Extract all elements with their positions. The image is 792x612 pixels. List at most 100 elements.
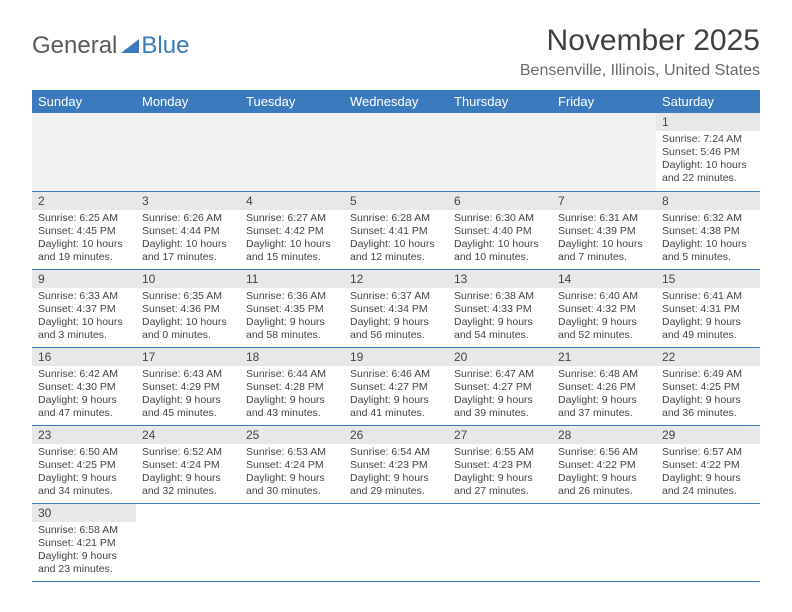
- day-number: 18: [240, 348, 344, 366]
- day-body: Sunrise: 6:52 AMSunset: 4:24 PMDaylight:…: [136, 444, 240, 503]
- calendar-cell: [240, 503, 344, 581]
- day-number: 14: [552, 270, 656, 288]
- day-body: Sunrise: 6:38 AMSunset: 4:33 PMDaylight:…: [448, 288, 552, 347]
- calendar-cell: [344, 503, 448, 581]
- day-number: 29: [656, 426, 760, 444]
- calendar-cell: 6Sunrise: 6:30 AMSunset: 4:40 PMDaylight…: [448, 191, 552, 269]
- day-body: Sunrise: 6:49 AMSunset: 4:25 PMDaylight:…: [656, 366, 760, 425]
- calendar-cell: 26Sunrise: 6:54 AMSunset: 4:23 PMDayligh…: [344, 425, 448, 503]
- logo-text-blue: Blue: [141, 32, 189, 60]
- day-number: 15: [656, 270, 760, 288]
- calendar-cell: 10Sunrise: 6:35 AMSunset: 4:36 PMDayligh…: [136, 269, 240, 347]
- day-number: 5: [344, 192, 448, 210]
- calendar-cell: 21Sunrise: 6:48 AMSunset: 4:26 PMDayligh…: [552, 347, 656, 425]
- calendar-cell: 23Sunrise: 6:50 AMSunset: 4:25 PMDayligh…: [32, 425, 136, 503]
- day-number: 3: [136, 192, 240, 210]
- day-body: Sunrise: 6:50 AMSunset: 4:25 PMDaylight:…: [32, 444, 136, 503]
- calendar-cell: 1Sunrise: 7:24 AMSunset: 5:46 PMDaylight…: [656, 113, 760, 191]
- day-body: Sunrise: 6:47 AMSunset: 4:27 PMDaylight:…: [448, 366, 552, 425]
- day-body: Sunrise: 6:27 AMSunset: 4:42 PMDaylight:…: [240, 210, 344, 269]
- calendar-row: 23Sunrise: 6:50 AMSunset: 4:25 PMDayligh…: [32, 425, 760, 503]
- day-body: Sunrise: 6:44 AMSunset: 4:28 PMDaylight:…: [240, 366, 344, 425]
- calendar-cell: [448, 113, 552, 191]
- day-body: Sunrise: 6:25 AMSunset: 4:45 PMDaylight:…: [32, 210, 136, 269]
- col-sunday: Sunday: [32, 90, 136, 113]
- calendar-table: Sunday Monday Tuesday Wednesday Thursday…: [32, 90, 760, 582]
- day-number: 4: [240, 192, 344, 210]
- day-body: Sunrise: 6:42 AMSunset: 4:30 PMDaylight:…: [32, 366, 136, 425]
- day-number: 22: [656, 348, 760, 366]
- col-thursday: Thursday: [448, 90, 552, 113]
- day-body: Sunrise: 6:43 AMSunset: 4:29 PMDaylight:…: [136, 366, 240, 425]
- day-number: 1: [656, 113, 760, 131]
- col-saturday: Saturday: [656, 90, 760, 113]
- calendar-cell: [32, 113, 136, 191]
- calendar-cell: [448, 503, 552, 581]
- calendar-cell: 3Sunrise: 6:26 AMSunset: 4:44 PMDaylight…: [136, 191, 240, 269]
- day-number: 6: [448, 192, 552, 210]
- calendar-cell: 8Sunrise: 6:32 AMSunset: 4:38 PMDaylight…: [656, 191, 760, 269]
- day-number: 24: [136, 426, 240, 444]
- logo: General Blue: [32, 32, 189, 60]
- calendar-cell: 20Sunrise: 6:47 AMSunset: 4:27 PMDayligh…: [448, 347, 552, 425]
- calendar-row: 2Sunrise: 6:25 AMSunset: 4:45 PMDaylight…: [32, 191, 760, 269]
- location: Bensenville, Illinois, United States: [520, 62, 760, 80]
- calendar-cell: 16Sunrise: 6:42 AMSunset: 4:30 PMDayligh…: [32, 347, 136, 425]
- col-monday: Monday: [136, 90, 240, 113]
- header: General Blue November 2025 Bensenville, I…: [32, 24, 760, 80]
- calendar-cell: 11Sunrise: 6:36 AMSunset: 4:35 PMDayligh…: [240, 269, 344, 347]
- col-friday: Friday: [552, 90, 656, 113]
- day-body: Sunrise: 6:33 AMSunset: 4:37 PMDaylight:…: [32, 288, 136, 347]
- calendar-cell: [552, 113, 656, 191]
- day-number: 7: [552, 192, 656, 210]
- day-body: Sunrise: 6:57 AMSunset: 4:22 PMDaylight:…: [656, 444, 760, 503]
- logo-text-general: General: [32, 32, 117, 60]
- calendar-cell: 22Sunrise: 6:49 AMSunset: 4:25 PMDayligh…: [656, 347, 760, 425]
- day-body: Sunrise: 6:31 AMSunset: 4:39 PMDaylight:…: [552, 210, 656, 269]
- calendar-cell: 2Sunrise: 6:25 AMSunset: 4:45 PMDaylight…: [32, 191, 136, 269]
- day-body: Sunrise: 6:46 AMSunset: 4:27 PMDaylight:…: [344, 366, 448, 425]
- day-number: 27: [448, 426, 552, 444]
- day-body: Sunrise: 6:35 AMSunset: 4:36 PMDaylight:…: [136, 288, 240, 347]
- calendar-row: 1Sunrise: 7:24 AMSunset: 5:46 PMDaylight…: [32, 113, 760, 191]
- calendar-cell: [656, 503, 760, 581]
- calendar-cell: 4Sunrise: 6:27 AMSunset: 4:42 PMDaylight…: [240, 191, 344, 269]
- day-body: Sunrise: 6:56 AMSunset: 4:22 PMDaylight:…: [552, 444, 656, 503]
- day-body: Sunrise: 6:53 AMSunset: 4:24 PMDaylight:…: [240, 444, 344, 503]
- day-number: 21: [552, 348, 656, 366]
- day-number: 9: [32, 270, 136, 288]
- col-wednesday: Wednesday: [344, 90, 448, 113]
- calendar-body: 1Sunrise: 7:24 AMSunset: 5:46 PMDaylight…: [32, 113, 760, 581]
- day-number: 19: [344, 348, 448, 366]
- calendar-cell: 28Sunrise: 6:56 AMSunset: 4:22 PMDayligh…: [552, 425, 656, 503]
- day-number: 10: [136, 270, 240, 288]
- calendar-cell: 24Sunrise: 6:52 AMSunset: 4:24 PMDayligh…: [136, 425, 240, 503]
- day-number: 17: [136, 348, 240, 366]
- day-body: Sunrise: 6:58 AMSunset: 4:21 PMDaylight:…: [32, 522, 136, 581]
- calendar-cell: [240, 113, 344, 191]
- day-body: Sunrise: 6:28 AMSunset: 4:41 PMDaylight:…: [344, 210, 448, 269]
- calendar-cell: 14Sunrise: 6:40 AMSunset: 4:32 PMDayligh…: [552, 269, 656, 347]
- calendar-cell: 19Sunrise: 6:46 AMSunset: 4:27 PMDayligh…: [344, 347, 448, 425]
- calendar-cell: 5Sunrise: 6:28 AMSunset: 4:41 PMDaylight…: [344, 191, 448, 269]
- day-body: Sunrise: 6:36 AMSunset: 4:35 PMDaylight:…: [240, 288, 344, 347]
- day-number: 13: [448, 270, 552, 288]
- day-number: 16: [32, 348, 136, 366]
- calendar-cell: 18Sunrise: 6:44 AMSunset: 4:28 PMDayligh…: [240, 347, 344, 425]
- sail-icon: [121, 39, 139, 53]
- calendar-cell: 13Sunrise: 6:38 AMSunset: 4:33 PMDayligh…: [448, 269, 552, 347]
- day-body: Sunrise: 6:26 AMSunset: 4:44 PMDaylight:…: [136, 210, 240, 269]
- calendar-cell: [136, 113, 240, 191]
- calendar-cell: 27Sunrise: 6:55 AMSunset: 4:23 PMDayligh…: [448, 425, 552, 503]
- calendar-cell: 29Sunrise: 6:57 AMSunset: 4:22 PMDayligh…: [656, 425, 760, 503]
- calendar-row: 9Sunrise: 6:33 AMSunset: 4:37 PMDaylight…: [32, 269, 760, 347]
- calendar-cell: 7Sunrise: 6:31 AMSunset: 4:39 PMDaylight…: [552, 191, 656, 269]
- day-body: Sunrise: 6:41 AMSunset: 4:31 PMDaylight:…: [656, 288, 760, 347]
- calendar-cell: 12Sunrise: 6:37 AMSunset: 4:34 PMDayligh…: [344, 269, 448, 347]
- day-body: Sunrise: 6:55 AMSunset: 4:23 PMDaylight:…: [448, 444, 552, 503]
- calendar-cell: 30Sunrise: 6:58 AMSunset: 4:21 PMDayligh…: [32, 503, 136, 581]
- day-body: Sunrise: 6:32 AMSunset: 4:38 PMDaylight:…: [656, 210, 760, 269]
- page-title: November 2025: [520, 24, 760, 58]
- day-number: 20: [448, 348, 552, 366]
- calendar-cell: 25Sunrise: 6:53 AMSunset: 4:24 PMDayligh…: [240, 425, 344, 503]
